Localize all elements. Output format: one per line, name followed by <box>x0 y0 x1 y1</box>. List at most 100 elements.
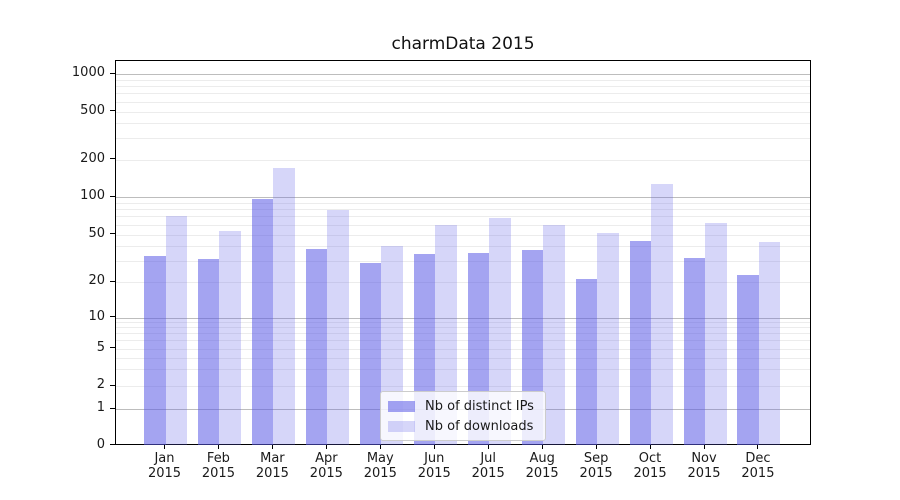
bar-downloads <box>758 242 781 445</box>
gridline-minor <box>116 123 810 125</box>
gridline-minor <box>116 340 810 342</box>
y-tick-mark <box>110 407 115 409</box>
legend-swatch-downloads <box>388 420 415 432</box>
bar-distinct-ips <box>144 256 166 445</box>
x-tick-year: 2015 <box>417 466 451 481</box>
y-tick-label: 2 <box>96 377 105 392</box>
x-tick-mark <box>325 445 327 449</box>
y-tick-label: 20 <box>88 273 105 288</box>
x-tick-mark <box>433 445 435 449</box>
y-tick-label: 500 <box>80 102 105 118</box>
x-tick-month: Mar <box>260 451 285 466</box>
gridline-major <box>116 74 810 75</box>
bar-distinct-ips <box>359 262 382 445</box>
y-tick-label: 50 <box>88 225 105 241</box>
y-tick-mark <box>110 158 115 159</box>
x-tick-mark <box>541 445 543 449</box>
gridline-minor <box>116 348 810 350</box>
x-tick-month: May <box>366 451 394 466</box>
gridline-major <box>116 197 810 198</box>
y-tick-mark <box>110 347 115 348</box>
bar-distinct-ips <box>305 248 328 445</box>
plot-area: Nb of distinct IPs Nb of downloads <box>115 60 811 445</box>
bar-downloads <box>435 224 457 445</box>
gridline-minor <box>116 79 810 81</box>
y-tick-mark <box>110 233 115 234</box>
bar-distinct-ips <box>737 274 759 445</box>
x-tick-year: 2015 <box>147 466 182 481</box>
bar-distinct-ips <box>683 257 705 445</box>
x-tick-label: Sep 2015 <box>566 451 626 481</box>
y-tick-mark <box>110 384 115 386</box>
y-tick-mark <box>110 110 115 111</box>
x-tick-year: 2015 <box>741 466 775 481</box>
x-tick-year: 2015 <box>687 466 721 481</box>
y-tick-mark <box>110 195 115 197</box>
gridline-minor <box>116 246 810 248</box>
gridline-minor <box>116 159 810 161</box>
bar-downloads <box>543 224 565 445</box>
x-tick-label: Dec 2015 <box>728 451 788 481</box>
x-tick-month: Feb <box>206 451 230 466</box>
y-tick-label: 100 <box>80 188 105 203</box>
x-tick-year: 2015 <box>309 466 343 481</box>
y-tick-label: 1000 <box>71 65 105 80</box>
x-tick-month: Nov <box>691 451 717 466</box>
x-tick-label: Nov 2015 <box>674 451 734 481</box>
y-tick-label: 10 <box>88 308 105 324</box>
gridline-minor <box>116 202 810 204</box>
gridline-minor <box>116 86 810 88</box>
x-tick-mark <box>649 445 651 449</box>
bar-distinct-ips <box>575 279 598 445</box>
y-tick-label: 5 <box>96 339 105 355</box>
gridline-minor <box>116 322 810 324</box>
gridline-minor <box>116 111 810 113</box>
y-tick-label: 200 <box>80 150 105 166</box>
x-tick-month: Aug <box>529 451 555 466</box>
gridline-minor <box>116 260 810 262</box>
legend: Nb of distinct IPs Nb of downloads <box>380 391 546 441</box>
x-tick-label: May 2015 <box>350 451 410 481</box>
bar-distinct-ips <box>197 259 220 445</box>
bar-distinct-ips <box>251 199 274 445</box>
bar-downloads <box>597 233 619 445</box>
legend-item-downloads: Nb of downloads <box>388 418 537 434</box>
gridline-minor <box>116 138 810 140</box>
gridline-minor <box>116 386 810 387</box>
gridline-minor <box>116 93 810 95</box>
x-tick-label: Aug 2015 <box>512 451 572 481</box>
x-tick-month: Oct <box>638 451 662 466</box>
bar-downloads <box>705 222 727 445</box>
gridline-minor <box>116 101 810 103</box>
x-tick-mark <box>164 445 165 449</box>
x-tick-year: 2015 <box>363 466 397 481</box>
gridline-minor <box>116 333 810 335</box>
x-tick-label: Feb 2015 <box>188 451 248 481</box>
gridline-minor <box>116 234 810 236</box>
bar-distinct-ips <box>629 241 652 445</box>
x-tick-month: Dec <box>745 451 771 466</box>
gridline-major <box>116 317 810 319</box>
x-tick-year: 2015 <box>633 466 667 481</box>
x-tick-mark <box>703 445 705 449</box>
x-tick-month: Sep <box>583 451 609 466</box>
x-tick-year: 2015 <box>255 466 289 481</box>
legend-label-downloads: Nb of downloads <box>425 418 534 434</box>
x-tick-month: Apr <box>315 451 338 466</box>
x-tick-label: Jan 2015 <box>135 451 195 481</box>
x-tick-mark <box>271 445 273 449</box>
x-tick-year: 2015 <box>525 466 559 481</box>
x-tick-month: Jul <box>480 451 497 466</box>
y-tick-label: 0 <box>96 436 105 452</box>
bar-downloads <box>651 184 673 445</box>
x-tick-year: 2015 <box>579 466 613 481</box>
x-tick-label: Jul 2015 <box>458 451 518 481</box>
x-tick-mark <box>487 445 489 449</box>
gridline-minor <box>116 224 810 226</box>
x-tick-mark <box>379 445 381 449</box>
y-tick-mark <box>110 444 115 445</box>
legend-label-distinct-ips: Nb of distinct IPs <box>425 398 534 414</box>
gridline-minor <box>116 369 810 371</box>
bar-downloads <box>165 216 187 445</box>
